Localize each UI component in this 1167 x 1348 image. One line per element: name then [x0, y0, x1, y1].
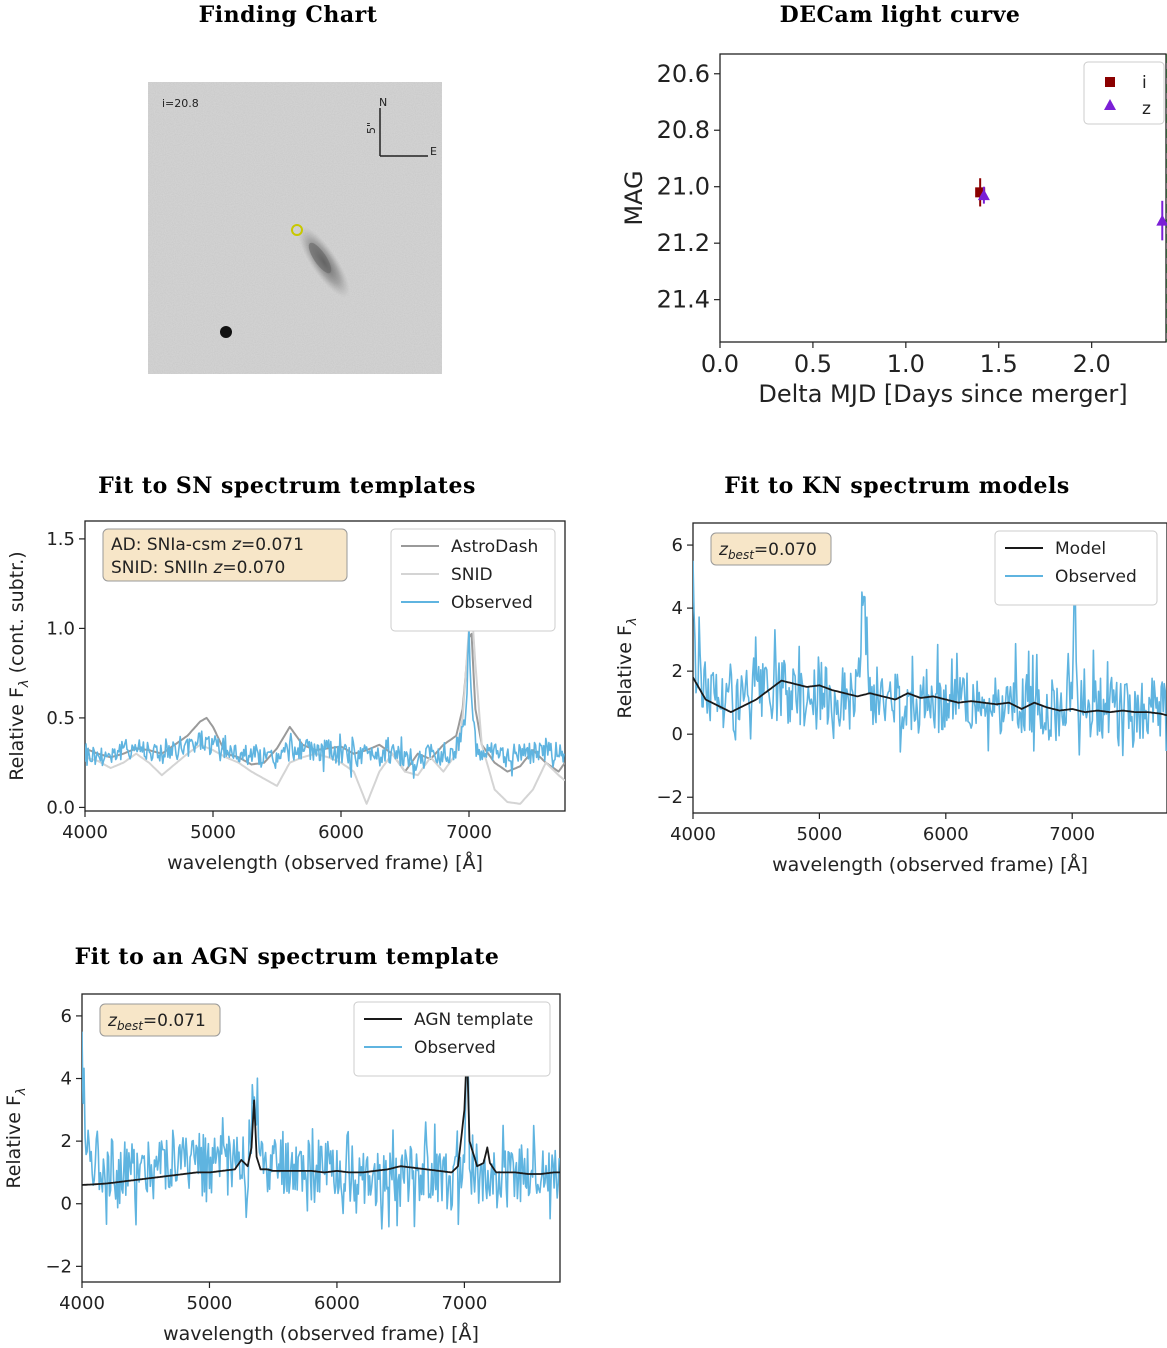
series-line-model	[693, 677, 1167, 717]
legend-label: Model	[1055, 539, 1106, 559]
x-tick-label: 6000	[318, 822, 364, 843]
decam-title: DECam light curve	[779, 2, 1021, 28]
legend-box	[390, 528, 556, 632]
x-tick-label: 2.0	[1073, 350, 1111, 378]
data-layer	[85, 623, 565, 805]
y-tick-label: 1.0	[46, 618, 75, 639]
fit-annotation-box	[102, 528, 348, 582]
y-tick-label: 21.2	[657, 229, 710, 257]
data-layer	[975, 54, 1167, 342]
x-tick-label: 7000	[446, 822, 492, 843]
redshift-annotation-box	[99, 1003, 221, 1037]
kn-title: Fit to KN spectrum models	[724, 473, 1070, 499]
y-tick-label: 0	[61, 1194, 72, 1215]
fit-annotation-line2: SNID: SNIIn z=0.070	[111, 558, 285, 578]
x-tick-label: 0.0	[701, 350, 739, 378]
finding-chart-title: Finding Chart	[198, 2, 378, 28]
y-tick-label: 2	[61, 1131, 72, 1152]
legend-label: Observed	[451, 593, 533, 613]
x-tick-label: 0.5	[794, 350, 832, 378]
series-line-observed	[82, 1031, 560, 1230]
y-tick-label: 0.5	[46, 708, 75, 729]
redshift-annotation: zbest=0.071	[107, 1011, 206, 1033]
x-tick-label: 5000	[190, 822, 236, 843]
legend-box	[1083, 61, 1165, 125]
legend-label: AGN template	[414, 1010, 533, 1030]
redshift-annotation: zbest=0.070	[718, 540, 817, 562]
x-tick-label: 4000	[59, 1293, 105, 1314]
y-tick-label: 21.4	[657, 286, 710, 314]
y-axis-label: Relative Fλ	[3, 1087, 29, 1188]
x-tick-label: 1.0	[887, 350, 925, 378]
y-tick-label: 4	[672, 598, 683, 619]
y-tick-label: 21.0	[657, 173, 710, 201]
y-tick-label: 1.5	[46, 529, 75, 550]
x-axis-label: wavelength (observed frame) [Å]	[163, 1322, 479, 1345]
legend-marker-z	[1104, 99, 1116, 110]
series-line-agn-template	[82, 1046, 560, 1186]
y-tick-label: 6	[672, 535, 683, 556]
y-tick-label: 4	[61, 1069, 72, 1090]
legend-box	[353, 1001, 551, 1077]
x-tick-label: 1.5	[980, 350, 1018, 378]
y-tick-label: 0	[672, 724, 683, 745]
y-tick-label: −2	[45, 1256, 72, 1277]
redshift-annotation-box	[710, 532, 832, 566]
legend-label: Observed	[414, 1038, 496, 1058]
x-tick-label: 4000	[670, 824, 716, 845]
legend-marker-i	[1105, 77, 1115, 87]
y-tick-label: 20.6	[657, 60, 710, 88]
x-axis-label: wavelength (observed frame) [Å]	[772, 853, 1088, 876]
x-tick-label: 7000	[441, 1293, 487, 1314]
y-tick-label: 2	[672, 661, 683, 682]
y-axis-label: MAG	[620, 170, 648, 225]
legend-label-z: z	[1142, 99, 1151, 119]
y-tick-label: 20.8	[657, 116, 710, 144]
x-axis-label: wavelength (observed frame) [Å]	[167, 851, 483, 874]
y-axis-label: Relative Fλ (cont. subtr.)	[6, 551, 32, 780]
series-line-observed	[85, 627, 565, 779]
x-tick-label: 6000	[923, 824, 969, 845]
y-tick-label: −2	[656, 787, 683, 808]
x-tick-label: 6000	[314, 1293, 360, 1314]
data-point-z	[1156, 214, 1167, 226]
x-tick-label: 4000	[62, 822, 108, 843]
data-layer	[693, 560, 1167, 757]
legend-label: SNID	[451, 565, 493, 585]
legend-label-i: i	[1142, 73, 1147, 93]
fit-annotation-line1: AD: SNIa-csm z=0.071	[111, 535, 304, 555]
legend-label: Observed	[1055, 567, 1137, 587]
data-point-z	[977, 189, 990, 201]
x-axis-label: Delta MJD [Days since merger]	[758, 380, 1127, 408]
x-tick-label: 7000	[1049, 824, 1095, 845]
y-tick-label: 6	[61, 1006, 72, 1027]
sn-title: Fit to SN spectrum templates	[98, 473, 476, 499]
x-tick-label: 5000	[796, 824, 842, 845]
legend-box	[994, 530, 1158, 606]
legend-label: AstroDash	[451, 537, 538, 557]
data-point-i	[975, 187, 986, 198]
data-layer	[82, 1031, 560, 1230]
x-tick-label: 5000	[187, 1293, 233, 1314]
agn-title: Fit to an AGN spectrum template	[74, 944, 500, 970]
y-tick-label: 0.0	[46, 797, 75, 818]
y-axis-label: Relative Fλ	[614, 617, 640, 718]
